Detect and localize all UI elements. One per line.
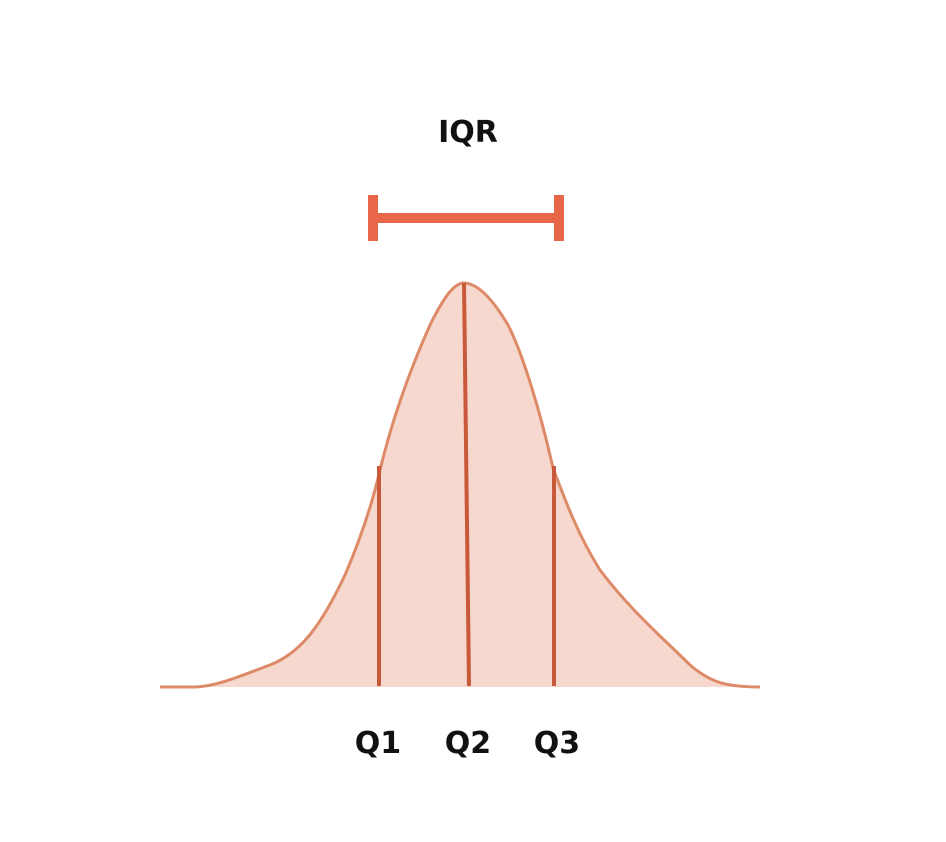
q2-label: Q2	[445, 726, 491, 761]
iqr-title: IQR	[438, 115, 498, 150]
q3-label: Q3	[534, 726, 580, 761]
q2-line	[462, 282, 471, 687]
distribution-curve	[160, 282, 760, 687]
q1-label: Q1	[355, 726, 401, 761]
iqr-bracket	[368, 195, 564, 241]
